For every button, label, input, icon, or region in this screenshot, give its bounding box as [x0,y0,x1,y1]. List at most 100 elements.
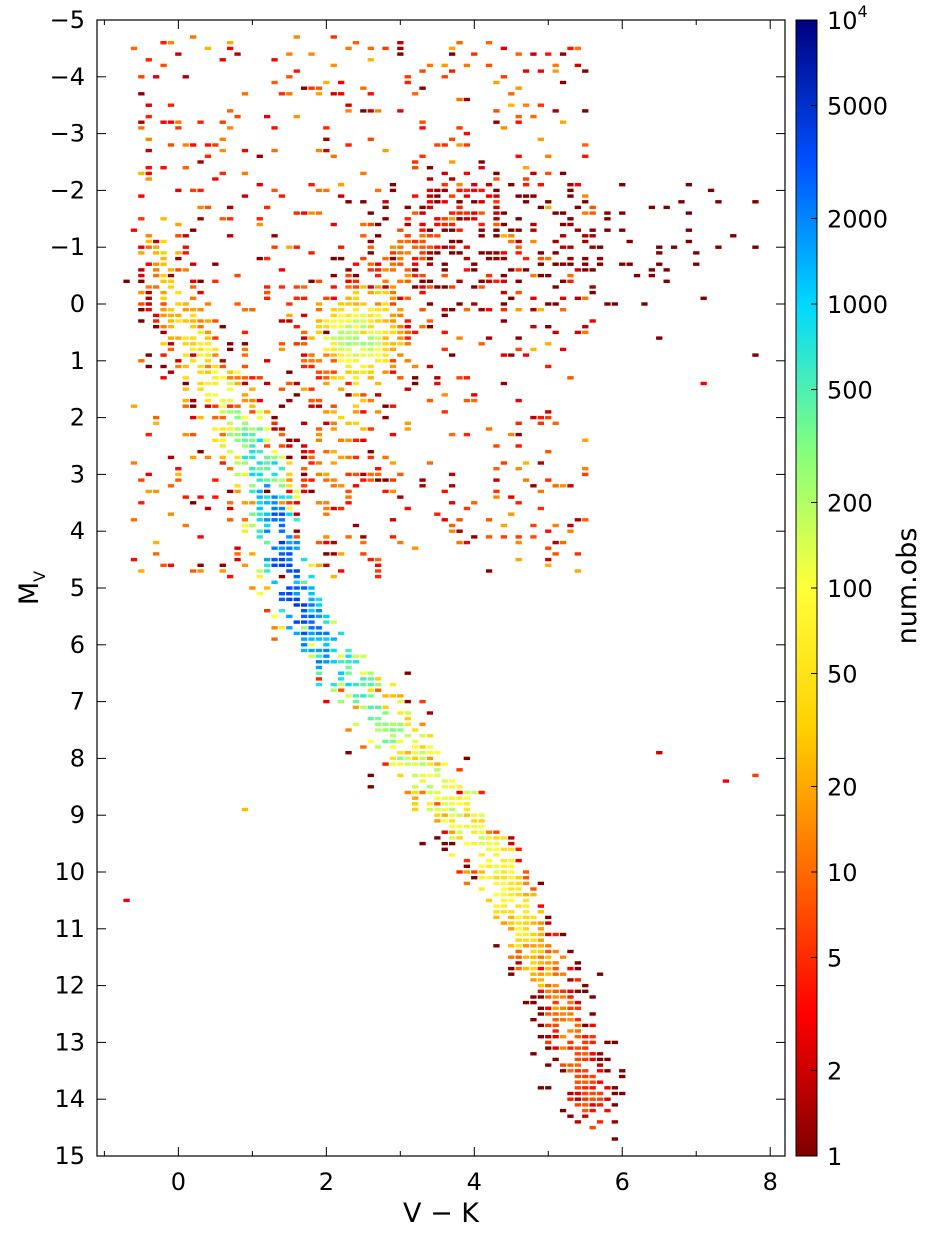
density-bin [515,52,522,56]
density-bin [197,569,204,573]
density-bin [463,881,470,886]
density-bin [404,699,411,704]
density-bin [626,239,633,244]
density-bin [463,188,470,193]
density-bin [382,285,389,289]
density-bin [397,109,404,113]
density-bin [175,467,182,471]
density-bin [338,677,345,681]
density-bin [412,739,419,744]
density-bin [552,1057,559,1062]
density-bin [308,461,315,465]
density-bin [493,80,500,85]
density-bin [567,484,574,488]
density-bin [167,143,175,147]
density-bin [323,648,330,653]
density-bin [552,961,559,965]
density-bin [190,319,197,323]
density-bin [264,296,271,300]
density-bin [589,285,596,289]
density-bin [493,853,500,857]
density-bin [212,319,219,323]
density-bin [345,694,352,698]
density-bin [153,239,160,244]
colorbar-tick-label: 5000 [827,92,888,120]
density-bin [434,796,441,800]
density-bin [552,972,559,976]
density-bin [204,364,212,369]
density-bin [663,268,670,272]
density-bin [456,200,463,204]
density-bin [160,353,167,357]
density-bin [167,484,175,488]
density-bin [500,290,507,295]
density-bin [559,245,567,249]
density-bin [301,648,308,653]
density-bin [219,148,226,153]
density-bin [153,75,160,79]
density-bin [515,904,522,908]
density-bin [315,432,323,437]
density-bin [330,574,337,579]
density-bin [308,336,315,340]
density-bin [308,654,315,658]
density-bin [537,461,544,465]
density-bin [493,251,500,255]
density-bin [522,932,530,937]
density-bin [264,290,271,295]
density-bin [301,285,308,289]
density-bin [582,983,589,988]
density-bin [589,1125,596,1130]
density-bin [389,290,397,295]
density-bin [567,273,574,278]
density-bin [456,188,463,193]
density-bin [404,279,411,283]
density-bin [404,342,411,346]
density-bin [323,126,330,130]
density-bin [249,586,256,590]
density-bin [286,455,293,460]
density-bin [249,376,256,380]
density-bin [596,1057,604,1062]
density-bin [160,330,167,335]
density-bin [293,489,300,494]
y-tick-label: −1 [50,233,85,261]
density-bin [352,359,360,363]
density-bin [293,114,300,119]
density-bin [404,217,411,221]
density-bin [582,1057,589,1062]
density-bin [271,626,278,630]
density-bin [293,245,300,249]
density-bin [589,268,596,272]
density-bin [234,376,241,380]
density-bin [574,1000,581,1005]
density-bin [434,790,441,795]
density-bin [522,944,530,948]
density-bin [567,523,574,528]
density-bin [241,347,249,352]
density-bin [456,540,463,545]
density-bin [352,41,360,45]
density-bin [537,955,544,959]
density-bin [227,421,234,425]
density-bin [227,387,234,391]
density-bin [330,370,337,374]
density-bin [426,285,434,289]
density-bin [419,745,426,749]
density-bin [404,325,411,329]
density-bin [153,540,160,545]
density-bin [308,86,315,90]
density-bin [434,813,441,817]
density-bin [574,1006,581,1010]
density-bin [515,557,522,562]
y-tick-label: 7 [70,688,85,716]
density-bin [567,194,574,198]
density-bin [567,376,574,380]
density-bin [397,46,404,51]
density-bin [197,370,204,374]
density-bin [167,347,175,352]
density-bin [227,404,234,408]
density-bin [419,86,426,90]
density-bin [485,518,493,522]
density-bin [500,893,507,897]
